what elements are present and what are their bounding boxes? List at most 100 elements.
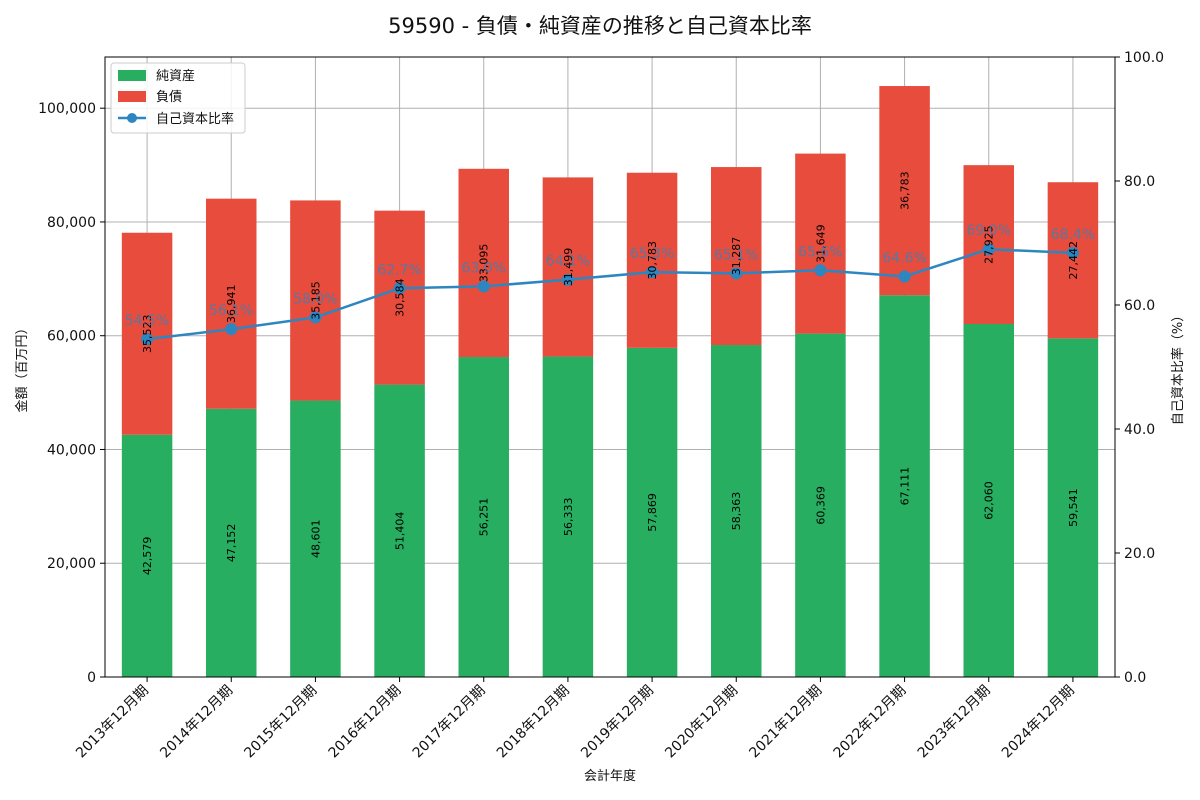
ratio-value-label: 63.0% [462,260,506,276]
y-axis-title: 金額（百万円） [14,321,30,412]
bar-value-label: 48,601 [309,520,322,559]
x-tick-label: 2019年12月期 [578,683,657,762]
ratio-point [309,311,322,324]
bar-value-label: 27,442 [1067,241,1080,280]
bar-value-label: 33,095 [478,244,491,283]
bar-value-label: 31,287 [730,237,743,276]
y2-tick-label: 100.0 [1124,50,1164,66]
x-tick-label: 2018年12月期 [494,683,573,762]
ratio-value-label: 64.1% [546,254,590,270]
x-tick-label: 2020年12月期 [662,683,741,762]
bar-net-assets [711,345,762,677]
bar-liabilities [626,172,678,348]
chart-title: 59590 - 負債・純資産の推移と自己資本比率 [388,14,812,38]
x-tick-label: 2015年12月期 [241,683,320,762]
ratio-value-label: 62.7% [377,262,421,278]
bar-liabilities [290,200,341,401]
y2-tick-label: 40.0 [1124,422,1155,438]
plot-frame [104,56,1116,678]
bar-value-label: 56,251 [478,498,491,537]
bar-net-assets [206,408,257,677]
x-tick-label: 2013年12月期 [73,683,152,762]
ratio-value-label: 68.4% [1051,227,1095,243]
y-tick-label: 60,000 [47,329,96,345]
legend-marker-ratio [127,113,137,123]
bar-net-assets [542,356,594,677]
bar-value-label: 35,523 [141,315,154,354]
ratio-point [141,333,154,346]
bar-liabilities [879,86,930,296]
ratio-value-label: 58.0% [293,291,337,307]
x-tick-label: 2014年12月期 [157,683,236,762]
bar-liabilities [542,177,594,357]
y-tick-label: 0 [87,670,96,686]
bar-value-label: 31,649 [814,224,827,263]
bar-layer [121,86,1099,677]
bar-value-label: 27,925 [983,225,996,263]
bar-liabilities [458,168,509,358]
label-layer: 42,579 35,523 47,152 36,941 48,601 35,185 51,4… [125,171,1095,575]
x-tick-label: 2017年12月期 [410,683,489,762]
ratio-value-label: 65.6% [798,244,842,260]
bar-value-label: 35,185 [309,281,322,320]
ratio-point [1066,246,1079,259]
y-tick-label: 100,000 [38,101,96,117]
bar-net-assets [290,400,341,677]
x-tick-label: 2023年12月期 [915,683,994,762]
bar-value-label: 51,404 [394,512,407,551]
bar-liabilities [1047,182,1099,339]
legend-label-ratio: 自己資本比率 [156,111,234,127]
bar-value-label: 62,060 [983,481,996,520]
x-tick-label: 2016年12月期 [326,683,405,762]
bar-net-assets [795,333,846,677]
bar-net-assets [626,347,678,677]
ratio-value-label: 65.1% [714,247,758,263]
y2-tick-label: 0.0 [1124,670,1146,686]
ratio-point [730,267,743,280]
bar-net-assets [1047,338,1099,677]
bar-net-assets [879,295,930,677]
ratio-point [646,266,659,279]
ratio-value-label: 56.1% [209,303,253,319]
bar-value-label: 57,869 [646,493,659,532]
ratio-point [561,273,574,286]
y2-axis-title: 自己資本比率（%） [1170,309,1186,425]
bar-value-label: 47,152 [225,524,238,563]
ratio-line [146,247,1073,341]
legend-label-liabilities: 負債 [156,90,182,105]
bar-liabilities [795,153,846,334]
ratio-point [898,270,911,283]
legend-label-net-assets: 純資産 [156,68,195,84]
ratio-point [225,323,238,336]
bar-net-assets [963,323,1014,677]
bar-value-label: 42,579 [141,537,154,576]
bar-value-label: 31,499 [562,248,575,287]
bar-value-label: 36,941 [225,284,238,323]
ratio-point [477,280,490,293]
bar-value-label: 58,363 [730,492,743,531]
x-axis-title: 会計年度 [584,768,636,784]
y-tick-label: 80,000 [47,215,96,231]
ratio-value-label: 69.0% [967,223,1011,239]
bar-value-label: 30,584 [394,278,407,317]
x-tick-label: 2021年12月期 [746,683,825,762]
bar-liabilities [374,210,425,385]
ratio-value-label: 65.3% [630,246,674,262]
bar-net-assets [374,384,425,677]
x-tick-label: 2022年12月期 [831,683,910,762]
ratio-value-label: 64.6% [882,250,926,266]
bar-value-label: 36,783 [899,171,912,210]
y2-tick-label: 20.0 [1124,546,1155,562]
bar-value-label: 59,541 [1067,488,1080,527]
legend-swatch-net-assets [118,70,146,81]
bar-value-label: 30,783 [646,241,659,280]
y2-tick-label: 80.0 [1124,174,1155,190]
x-tick-label: 2024年12月期 [999,683,1078,762]
ratio-point [393,282,406,295]
line-layer [141,243,1079,346]
y2-tick-label: 60.0 [1124,298,1155,314]
bar-liabilities [206,198,257,409]
bar-net-assets [458,357,509,677]
